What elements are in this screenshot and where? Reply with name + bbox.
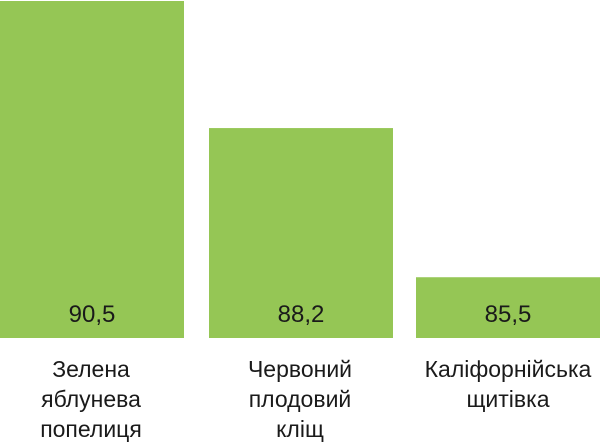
bar-value-label-2: 88,2 — [278, 301, 325, 328]
bar-1 — [0, 1, 184, 338]
bar-value-label-1: 90,5 — [69, 301, 116, 328]
bar-3 — [416, 277, 600, 338]
category-label-2: Червоний плодовий кліщ — [247, 356, 353, 442]
category-label-1: Зелена яблунева попелиця — [40, 356, 142, 442]
bar-2 — [209, 128, 393, 338]
category-label-3: Каліфорнійська щитівка — [424, 356, 592, 412]
bar-value-label-3: 85,5 — [485, 301, 532, 328]
bar-chart: 90,5 88,2 85,5 — [0, 1, 600, 338]
